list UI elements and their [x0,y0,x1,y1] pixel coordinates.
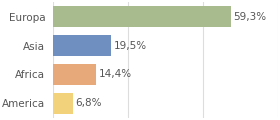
Bar [53,6,231,27]
Text: 19,5%: 19,5% [114,41,147,51]
Bar [53,64,96,85]
Text: 59,3%: 59,3% [233,12,266,22]
Text: 14,4%: 14,4% [99,69,132,79]
Bar [53,35,111,56]
Bar [53,93,73,114]
Text: 6,8%: 6,8% [76,98,102,108]
